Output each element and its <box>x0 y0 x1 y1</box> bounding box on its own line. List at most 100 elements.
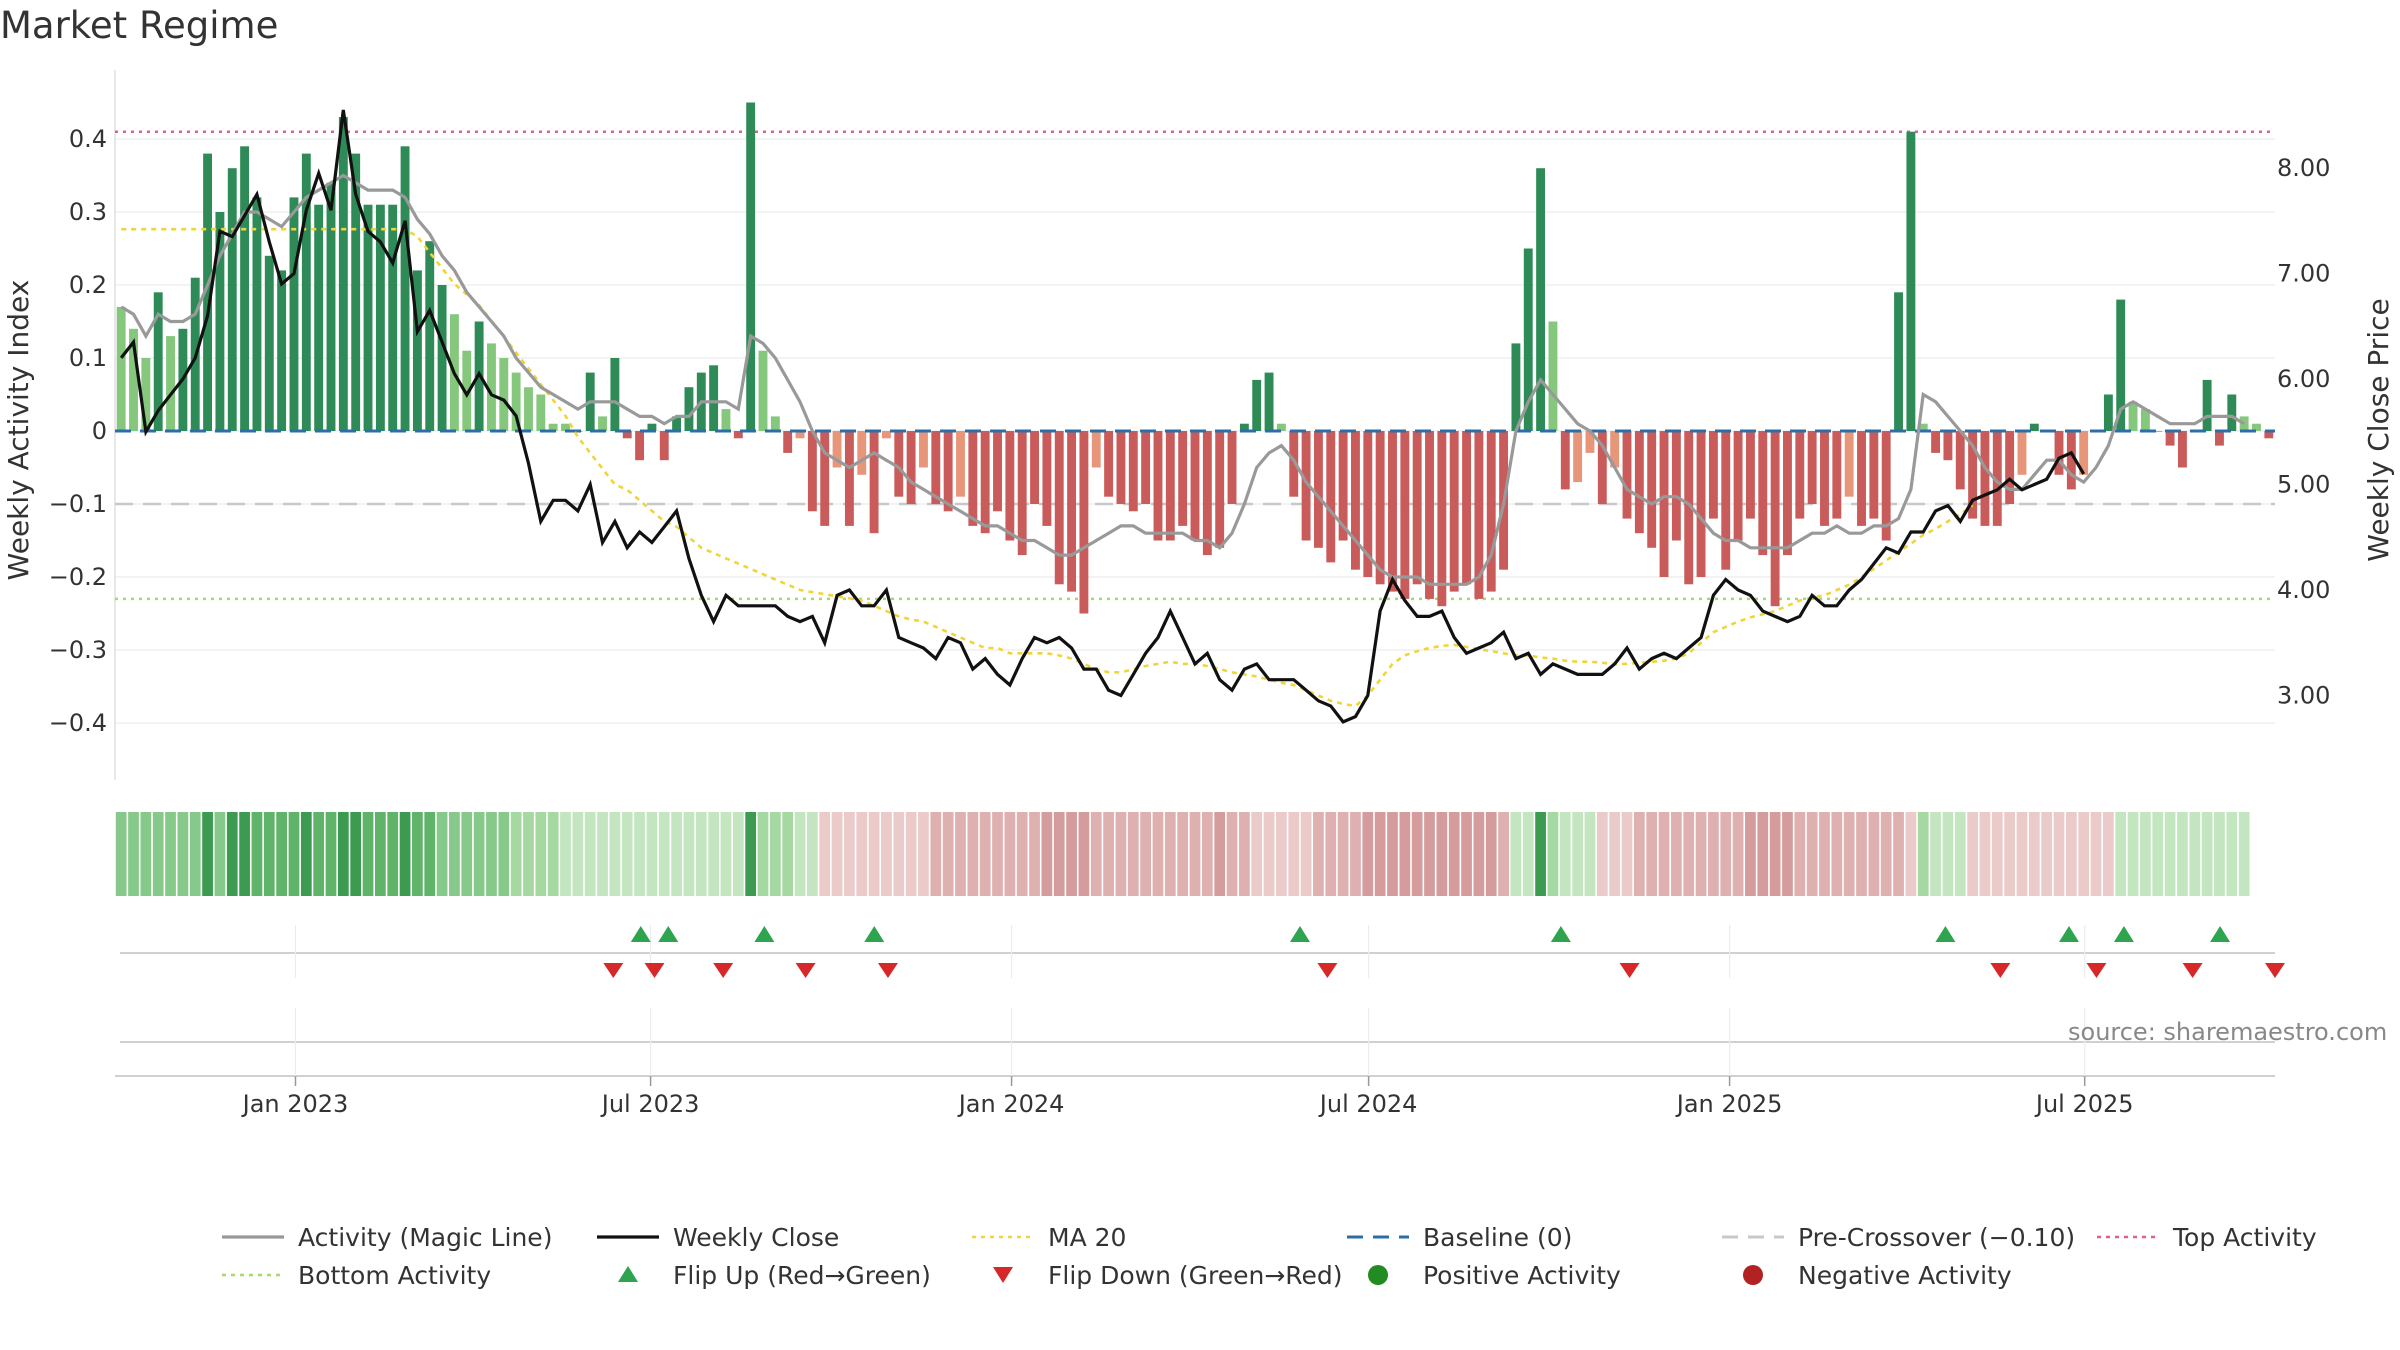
activity-bar <box>1202 431 1212 556</box>
activity-bar <box>2252 423 2261 431</box>
legend-symbol <box>1722 1235 1784 1239</box>
legend-symbol <box>1368 1265 1388 1285</box>
activity-bar <box>919 431 928 468</box>
weekly-close-line <box>119 109 2086 724</box>
activity-bar <box>1807 431 1817 504</box>
heat-cell <box>115 812 127 896</box>
left-tick-label: 0.4 <box>69 125 107 153</box>
activity-bar <box>1745 431 1755 519</box>
heat-cell <box>1189 812 1201 896</box>
heat-cell <box>2016 812 2028 896</box>
heat-cell <box>844 812 855 896</box>
flip-down-marker <box>795 963 816 978</box>
heat-cell <box>1448 812 1460 896</box>
activity-bar <box>1770 431 1780 607</box>
activity-bar <box>1671 431 1681 541</box>
activity-bar <box>326 182 336 431</box>
activity-bar <box>1684 431 1694 585</box>
activity-bar <box>203 153 213 431</box>
activity-bar <box>1351 431 1360 570</box>
flip-up-marker <box>1550 926 1571 942</box>
right-tick-label: 3.00 <box>2277 682 2330 710</box>
heat-cell <box>2177 812 2188 896</box>
activity-bar <box>1276 423 1286 431</box>
heat-cell <box>263 812 275 896</box>
heat-cell <box>782 812 794 896</box>
heat-cell <box>1498 812 1509 896</box>
heat-cell <box>1066 812 1077 896</box>
activity-bar <box>2079 431 2089 475</box>
activity-bar <box>1906 131 1916 431</box>
heat-cell <box>967 812 979 896</box>
activity-bar <box>2140 409 2150 431</box>
activity-bar <box>338 117 348 431</box>
x-tick-label: Jul 2025 <box>2034 1090 2134 1118</box>
activity-bar <box>684 387 694 431</box>
activity-bar <box>1067 431 1077 592</box>
heat-cell <box>399 812 411 896</box>
heat-cell <box>2127 812 2139 896</box>
x-tick-label: Jan 2025 <box>1675 1090 1783 1118</box>
activity-bar <box>1844 431 1854 497</box>
activity-bar <box>1733 431 1743 541</box>
heat-cell <box>300 812 312 896</box>
heat-cell <box>1621 812 1633 896</box>
activity-bar <box>166 336 175 431</box>
right-axis-label: Weekly Close Price <box>2362 298 2395 561</box>
activity-bar <box>881 431 891 439</box>
activity-bar <box>1980 431 1990 526</box>
ma20-line <box>121 227 1974 708</box>
activity-bar <box>2066 431 2076 490</box>
heat-cell <box>1090 812 1102 896</box>
activity-bar <box>264 255 274 431</box>
heat-cell <box>2004 812 2015 896</box>
heat-cell <box>1152 812 1164 896</box>
heat-cell <box>1140 812 1151 896</box>
activity-bar <box>1227 431 1237 504</box>
heat-cell <box>1016 812 1028 896</box>
activity-bar <box>1104 431 1114 497</box>
heat-cell <box>1288 812 1300 896</box>
heat-cell <box>683 812 695 896</box>
activity-bar <box>437 285 447 431</box>
activity-bar <box>314 204 324 431</box>
legend-label: Positive Activity <box>1423 1260 1621 1290</box>
left-tick-label: 0.3 <box>69 198 107 226</box>
heat-cell <box>1671 812 1682 896</box>
activity-bar <box>1462 431 1471 585</box>
legend-symbol <box>597 1235 659 1239</box>
left-axis-label: Weekly Activity Index <box>2 280 35 581</box>
activity-bar <box>1573 431 1583 483</box>
activity-bar <box>1017 431 1027 556</box>
heat-cell <box>461 812 473 896</box>
legend-dot <box>1368 1265 1388 1285</box>
heat-cell <box>2065 812 2077 896</box>
legend-symbol <box>2097 1235 2159 1239</box>
market-regime-chart: 0.4 0.3 0.2 0.1 0 −0.1 −0.2 −0.3 −0.4 8.00 7.00 6.… <box>2 70 2395 1118</box>
heat-cell <box>1164 812 1176 896</box>
heat-cell <box>930 812 942 896</box>
left-tick-label: −0.1 <box>49 490 107 518</box>
legend-down-triangle <box>993 1267 1013 1283</box>
heat-cell <box>560 812 571 896</box>
activity-bar <box>1091 431 1101 468</box>
heat-cell <box>1683 812 1695 896</box>
legend-label: MA 20 <box>1048 1222 1127 1252</box>
activity-bar <box>129 328 138 431</box>
heat-cell <box>1078 812 1090 896</box>
heat-cell <box>1856 812 1867 896</box>
activity-bar <box>820 431 830 526</box>
heat-cell <box>1880 812 1892 896</box>
activity-bar <box>1585 431 1595 453</box>
activity-bar <box>1696 431 1706 577</box>
heat-cell <box>1276 812 1287 896</box>
flip-down-marker <box>1317 963 1338 978</box>
activity-bar <box>610 358 620 431</box>
heat-cell <box>1362 812 1374 896</box>
legend-symbol <box>1743 1265 1763 1285</box>
heat-cell <box>2041 812 2053 896</box>
heat-cell <box>807 812 818 896</box>
activity-bar <box>462 350 472 431</box>
activity-bar <box>1548 321 1558 431</box>
activity-bar <box>1388 431 1397 592</box>
